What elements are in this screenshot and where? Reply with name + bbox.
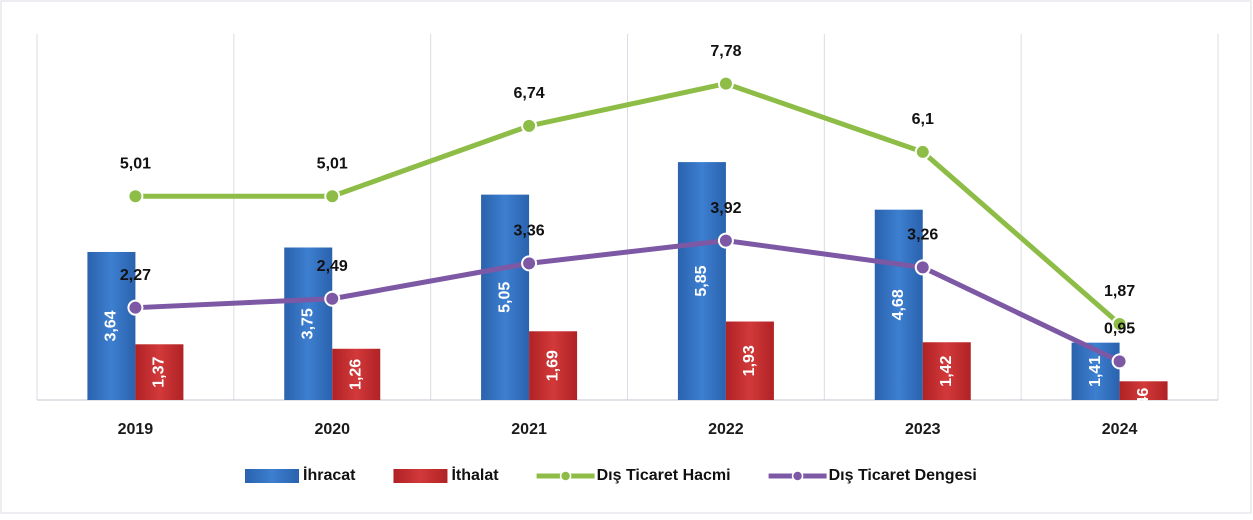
line-point bbox=[717, 232, 734, 249]
bar bbox=[677, 162, 726, 400]
line-value-label: 2,49 bbox=[317, 258, 348, 275]
legend-swatch bbox=[393, 469, 448, 483]
bar bbox=[725, 321, 774, 400]
legend-marker bbox=[791, 470, 804, 482]
bar-value-label: 1,41 bbox=[1087, 356, 1104, 387]
x-tick-label: 2020 bbox=[314, 421, 350, 438]
legend-label: Dış Ticaret Dengesi bbox=[829, 467, 977, 484]
line-value-label: 3,36 bbox=[514, 223, 545, 240]
line-value-label: 6,1 bbox=[912, 111, 934, 128]
bar bbox=[1119, 381, 1168, 400]
x-tick-label: 2024 bbox=[1102, 421, 1138, 438]
bar bbox=[284, 247, 333, 400]
bar-value-label: 0,46 bbox=[1135, 388, 1152, 419]
line-value-label: 3,26 bbox=[907, 227, 938, 244]
line-point bbox=[1111, 353, 1128, 370]
x-tick-label: 2023 bbox=[905, 421, 941, 438]
bar bbox=[87, 251, 136, 400]
x-tick-label: 2019 bbox=[118, 421, 154, 438]
x-tick-label: 2022 bbox=[708, 421, 744, 438]
bar-value-label: 1,42 bbox=[938, 355, 955, 386]
line-value-label: 3,92 bbox=[710, 200, 741, 217]
line-point bbox=[324, 290, 341, 307]
line-point bbox=[914, 259, 931, 276]
bar-value-label: 1,37 bbox=[151, 356, 168, 387]
line-value-label: 2,27 bbox=[120, 267, 151, 284]
bar bbox=[135, 344, 184, 400]
bar bbox=[481, 194, 530, 400]
bar-value-label: 3,75 bbox=[299, 308, 316, 339]
bar-value-label: 1,26 bbox=[347, 359, 364, 390]
bar-value-label: 4,68 bbox=[890, 289, 907, 320]
line-value-label: 6,74 bbox=[514, 85, 545, 102]
line bbox=[135, 238, 1121, 364]
line-value-label: 5,01 bbox=[120, 155, 151, 172]
bar bbox=[874, 209, 923, 400]
line-point bbox=[1111, 315, 1128, 332]
line-point bbox=[914, 143, 931, 160]
line-point bbox=[324, 188, 341, 205]
line-point bbox=[521, 117, 538, 134]
bar-value-label: 1,93 bbox=[741, 345, 758, 376]
bar-value-label: 5,85 bbox=[693, 265, 710, 296]
legend-swatch bbox=[245, 469, 299, 483]
legend-label: İthalat bbox=[451, 466, 499, 484]
bar bbox=[332, 348, 381, 400]
legend-label: İhracat bbox=[303, 466, 356, 484]
x-tick-label: 2021 bbox=[511, 421, 547, 438]
bar-value-label: 3,64 bbox=[103, 310, 120, 341]
line-point bbox=[127, 188, 144, 205]
legend-marker bbox=[559, 470, 572, 482]
line-value-label: 7,78 bbox=[710, 43, 741, 60]
line-point bbox=[127, 299, 144, 316]
bar-value-label: 1,69 bbox=[544, 350, 561, 381]
line-point bbox=[521, 255, 538, 272]
bar bbox=[922, 342, 971, 400]
line bbox=[135, 81, 1122, 326]
line-value-label: 5,01 bbox=[317, 155, 348, 172]
legend-label: Dış Ticaret Hacmi bbox=[597, 467, 731, 484]
line-value-label: 0,95 bbox=[1104, 321, 1135, 338]
line-point bbox=[717, 75, 734, 92]
bar bbox=[529, 331, 578, 400]
line-value-label: 1,87 bbox=[1104, 283, 1135, 300]
bar-value-label: 5,05 bbox=[496, 282, 513, 313]
